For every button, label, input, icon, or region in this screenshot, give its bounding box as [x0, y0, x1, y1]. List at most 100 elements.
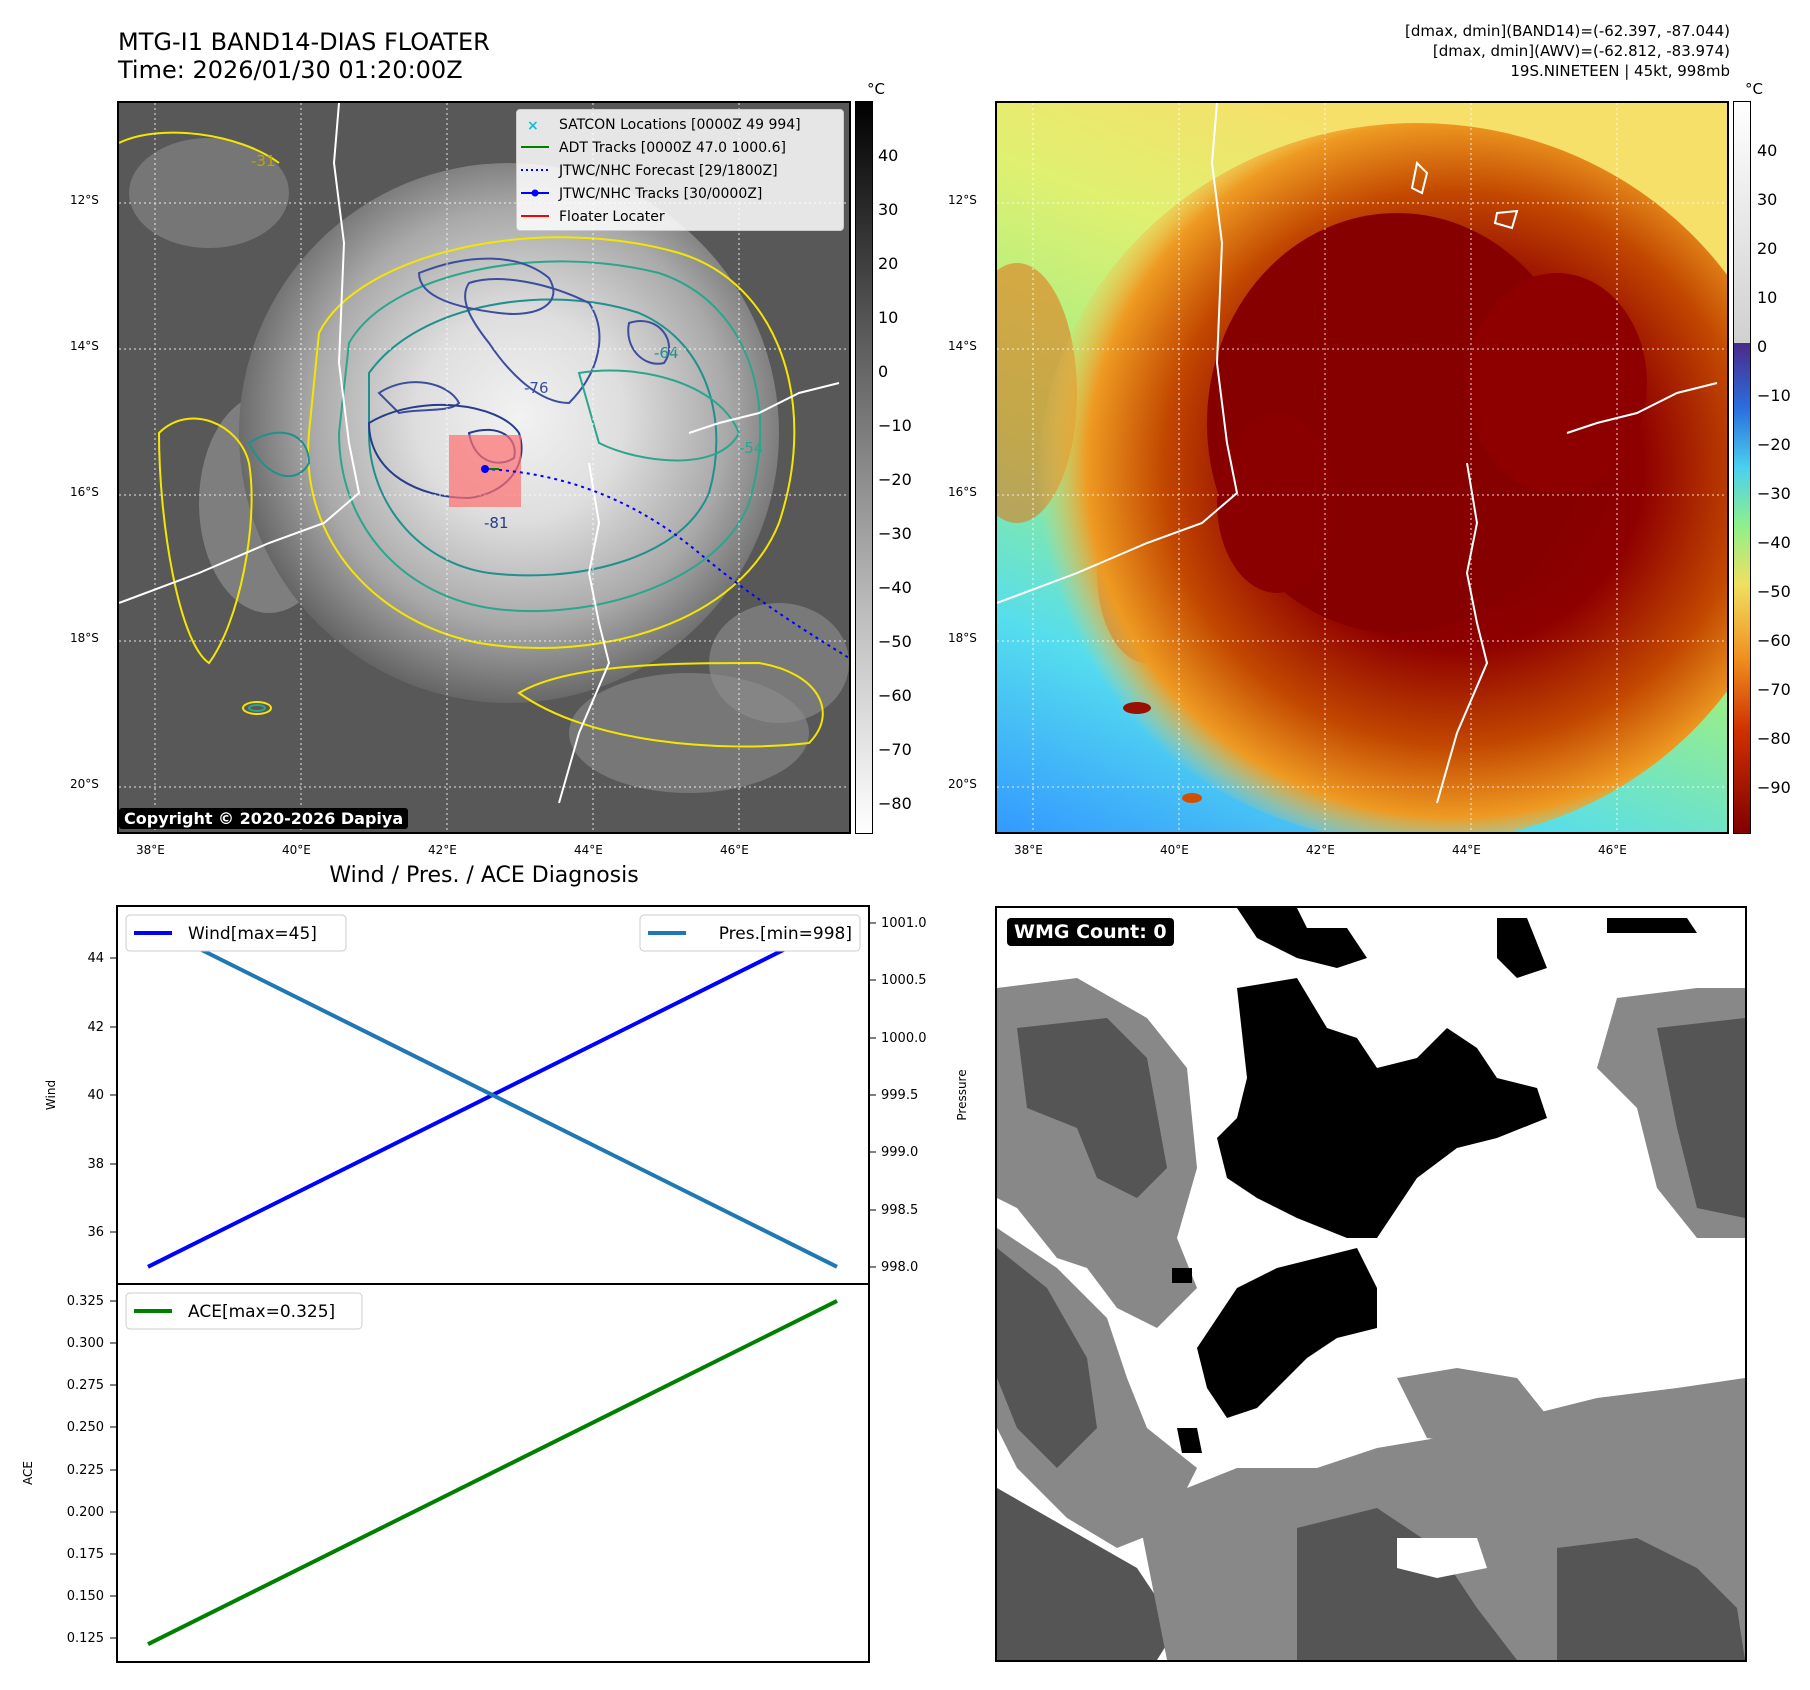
map-legend: × SATCON Locations [0000Z 49 994] ADT Tr…: [516, 109, 844, 231]
pres-tick: 998.0: [881, 1260, 918, 1275]
wind-tick: 40: [87, 1088, 104, 1103]
cbar-tick: −70: [878, 740, 912, 759]
awv-map-panel: [995, 101, 1729, 834]
cbar-tick: −40: [878, 578, 912, 597]
copyright-badge: Copyright © 2020-2026 Dapiya: [119, 808, 409, 829]
ace-series-line: [147, 1299, 838, 1646]
lon-label: 38°E: [136, 843, 165, 857]
legend-floater: Floater Locater: [559, 209, 665, 225]
ace-tick: 0.150: [67, 1589, 104, 1604]
contour-label-54: -54: [739, 439, 764, 457]
satcon-x-icon: ×: [527, 118, 539, 134]
wind-ylabel: Wind: [44, 1080, 58, 1110]
lon-label: 44°E: [574, 843, 603, 857]
forecast-track: [484, 468, 849, 659]
cbar-tick: −80: [878, 794, 912, 813]
cbar-tick: −40: [1757, 533, 1791, 552]
lon-label: 40°E: [282, 843, 311, 857]
info-band14: [dmax, dmin](BAND14)=(-62.397, -87.044): [1405, 22, 1730, 40]
ace-axis: 0.325 0.300 0.275 0.250 0.225 0.200 0.17…: [67, 1294, 117, 1646]
legend-tracks: JTWC/NHC Tracks [30/0000Z]: [558, 186, 762, 202]
lat-label: 14°S: [948, 339, 977, 353]
ace-tick: 0.325: [67, 1294, 104, 1309]
lon-label: 40°E: [1160, 843, 1189, 857]
pres-tick: 999.0: [881, 1145, 918, 1160]
pressure-axis: 1001.0 1000.5 1000.0 999.5 999.0 998.5 9…: [869, 916, 927, 1275]
cbar-tick: 0: [878, 362, 889, 381]
legend-forecast: JTWC/NHC Forecast [29/1800Z]: [558, 163, 778, 179]
colorbar-unit-left: °C: [867, 80, 885, 98]
ace-tick: 0.125: [67, 1631, 104, 1646]
cbar-tick: −10: [1757, 386, 1791, 405]
pressure-ylabel: Pressure: [955, 1069, 969, 1120]
awv-map-svg: [997, 103, 1727, 832]
pres-tick: 1001.0: [881, 916, 927, 931]
diagnosis-title: Wind / Pres. / ACE Diagnosis: [329, 863, 639, 888]
colorbar-left: [855, 101, 873, 834]
cbar-tick: −80: [1757, 729, 1791, 748]
cbar-tick: 40: [1757, 141, 1778, 160]
ace-tick: 0.250: [67, 1420, 104, 1435]
wind-legend: Wind[max=45]: [125, 914, 347, 952]
lat-label: 20°S: [948, 777, 977, 791]
lon-label: 42°E: [428, 843, 457, 857]
ir-map-panel: -31 -54 -64 -76 -81 × SATCON Locations: [117, 101, 851, 834]
lat-label: 12°S: [70, 193, 99, 207]
legend-satcon: SATCON Locations [0000Z 49 994]: [559, 117, 801, 133]
ace-ylabel: ACE: [21, 1461, 35, 1485]
cbar-tick: −30: [1757, 484, 1791, 503]
wmg-svg: [997, 908, 1745, 1660]
cbar-tick: 20: [878, 254, 899, 273]
lon-label: 44°E: [1452, 843, 1481, 857]
pres-tick: 998.5: [881, 1203, 918, 1218]
lat-label: 20°S: [70, 777, 99, 791]
ace-tick: 0.225: [67, 1463, 104, 1478]
lat-label: 16°S: [70, 485, 99, 499]
pres-tick: 1000.5: [881, 973, 927, 988]
map-legend-svg: × SATCON Locations [0000Z 49 994] ADT Tr…: [521, 117, 801, 225]
cbar-tick: 0: [1757, 337, 1768, 356]
info-awv: [dmax, dmin](AWV)=(-62.812, -83.974): [1432, 42, 1730, 60]
contour-label-81: -81: [484, 514, 509, 532]
cbar-tick: 40: [878, 146, 899, 165]
legend-adt: ADT Tracks [0000Z 47.0 1000.6]: [559, 140, 786, 156]
info-storm: 19S.NINETEEN | 45kt, 998mb: [1510, 62, 1730, 80]
legend-pres-label: Pres.[min=998]: [719, 924, 852, 944]
cbar-tick: 30: [878, 200, 899, 219]
pressure-series-line: [147, 921, 838, 1269]
pressure-legend: Pres.[min=998]: [639, 914, 861, 952]
colorbar-right-ticks: 40 30 20 10 0 −10 −20 −30 −40 −50 −60 −7…: [1757, 101, 1810, 834]
lon-label: 46°E: [720, 843, 749, 857]
wind-tick: 36: [87, 1225, 104, 1240]
cbar-tick: −50: [878, 632, 912, 651]
cbar-tick: −30: [878, 524, 912, 543]
cbar-tick: 20: [1757, 239, 1778, 258]
colorbar-right: [1733, 101, 1751, 834]
ace-tick: 0.275: [67, 1378, 104, 1393]
jtwc-track-point: [481, 465, 489, 473]
lat-label: 18°S: [70, 631, 99, 645]
wind-tick: 44: [87, 951, 104, 966]
cbar-tick: −50: [1757, 582, 1791, 601]
wmg-count-badge: WMG Count: 0: [1007, 918, 1174, 946]
figure-time: Time: 2026/01/30 01:20:00Z: [118, 56, 463, 84]
cbar-tick: 10: [1757, 288, 1778, 307]
colorbar-unit-right: °C: [1745, 80, 1763, 98]
lat-label: 18°S: [948, 631, 977, 645]
cbar-tick: −60: [1757, 631, 1791, 650]
wind-axis: 44 42 40 38 36: [87, 951, 117, 1240]
contour-label-76: -76: [524, 379, 549, 397]
lon-label: 46°E: [1598, 843, 1627, 857]
cbar-tick: 30: [1757, 190, 1778, 209]
lon-label: 42°E: [1306, 843, 1335, 857]
colorbar-left-ticks: 40 30 20 10 0 −10 −20 −30 −40 −50 −60 −7…: [878, 101, 938, 834]
lat-label: 12°S: [948, 193, 977, 207]
cbar-tick: −20: [1757, 435, 1791, 454]
wind-tick: 38: [87, 1157, 104, 1172]
cbar-tick: 10: [878, 308, 899, 327]
figure-title: MTG-I1 BAND14-DIAS FLOATER: [118, 28, 490, 56]
pres-tick: 1000.0: [881, 1031, 927, 1046]
cbar-tick: −10: [878, 416, 912, 435]
cbar-tick: −90: [1757, 778, 1791, 797]
